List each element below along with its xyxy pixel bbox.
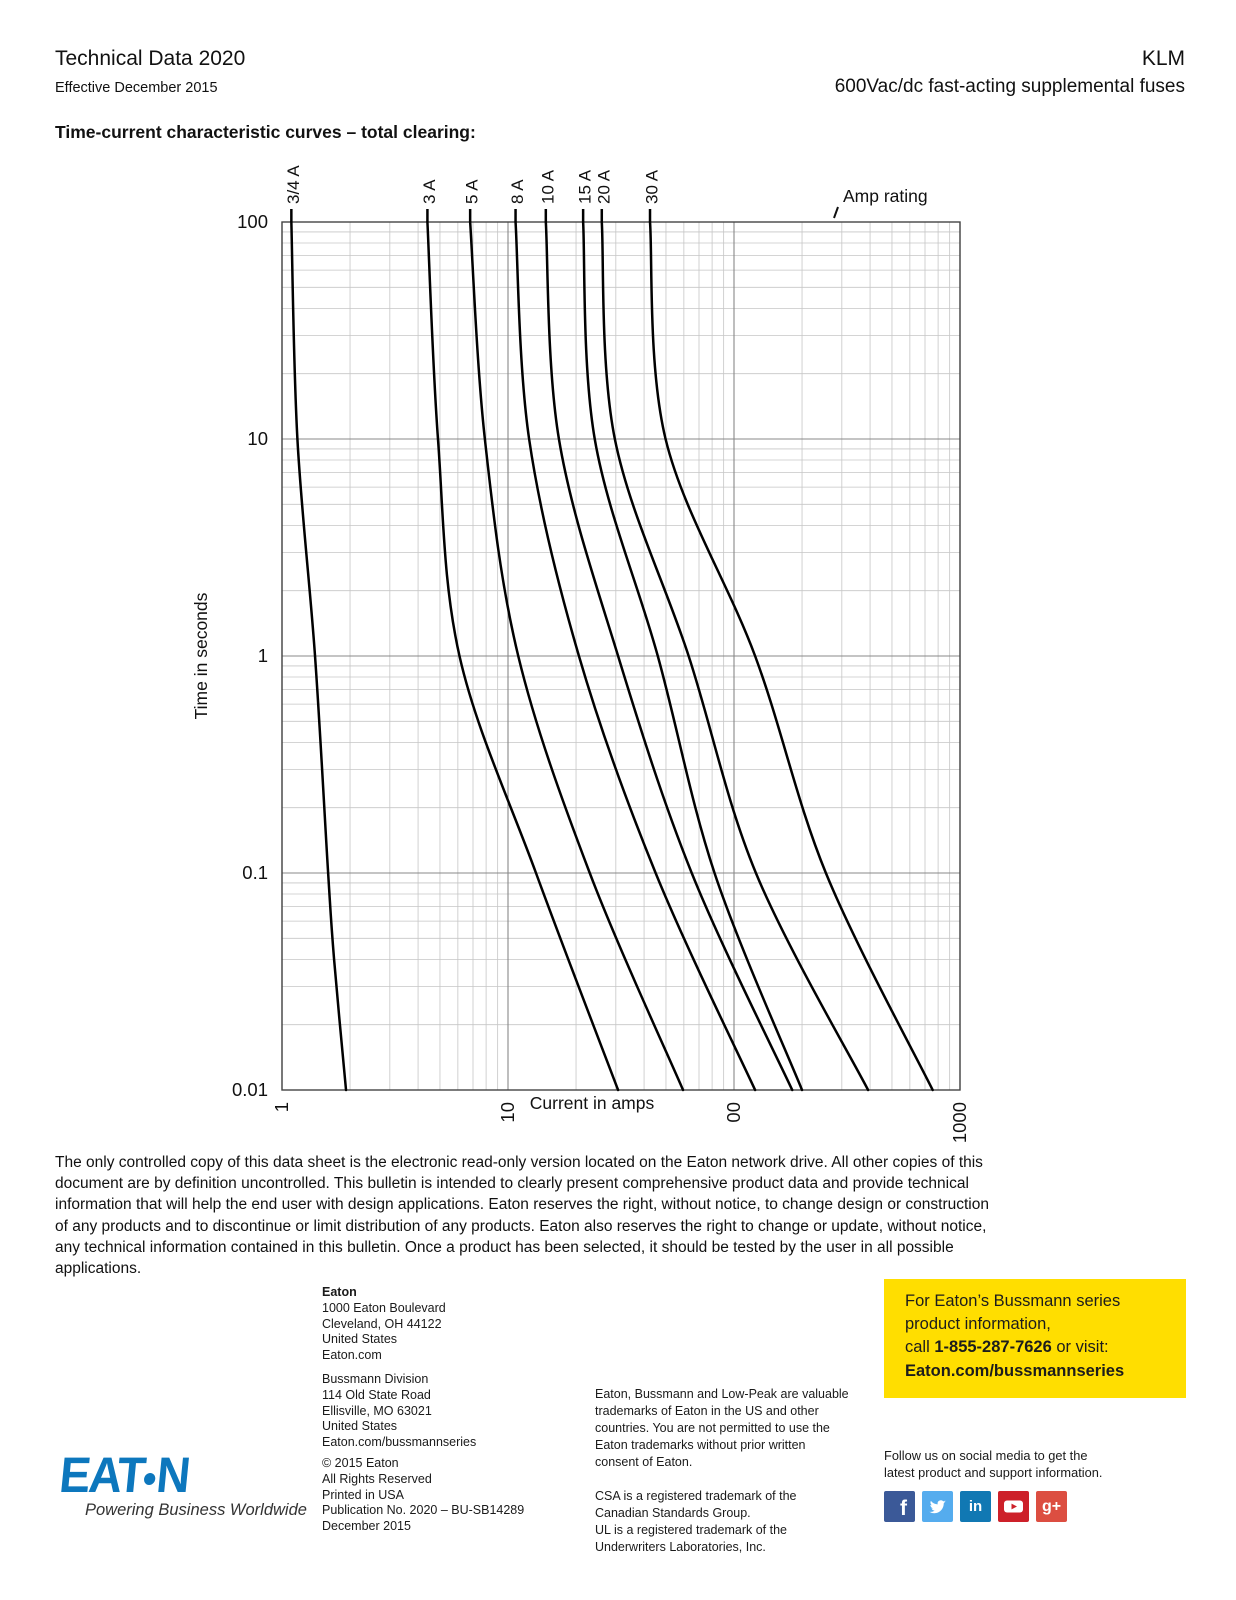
curve-label: 5 A xyxy=(463,179,482,204)
document-title: Technical Data 2020 xyxy=(55,47,246,70)
x-tick-label: 10 xyxy=(497,1102,518,1123)
youtube-icon xyxy=(998,1491,1029,1522)
promo-call-text: call xyxy=(905,1338,935,1357)
x-tick-label: 1000 xyxy=(949,1102,970,1143)
eaton-tagline: Powering Business Worldwide xyxy=(85,1501,307,1519)
copyright-block: © 2015 Eaton All Rights Reserved Printed… xyxy=(322,1456,524,1535)
company-url: Eaton.com xyxy=(322,1348,382,1363)
address-line: 114 Old State Road xyxy=(322,1387,431,1402)
youtube-play-icon xyxy=(1004,1500,1023,1513)
social-caption: Follow us on social media to get the lat… xyxy=(884,1448,1102,1481)
curve-label: 15 A xyxy=(576,169,595,204)
header-left: Technical Data 2020 Effective December 2… xyxy=(55,47,245,96)
address-line: Ellisville, MO 63021 xyxy=(322,1403,432,1418)
disclaimer-line: applications. xyxy=(55,1260,142,1278)
division-name: Bussmann Division xyxy=(322,1372,429,1386)
social-caption-line: latest product and support information. xyxy=(884,1464,1103,1480)
effective-date: Effective December 2015 xyxy=(55,80,218,96)
social-caption-line: Follow us on social media to get the xyxy=(884,1448,1088,1463)
curve-3-A xyxy=(426,220,620,1092)
x-tick-label: 00 xyxy=(723,1102,744,1123)
chart-grid xyxy=(281,221,961,1091)
google-plus-icon: g+ xyxy=(1036,1491,1067,1522)
copyright-line: Printed in USA xyxy=(322,1487,404,1502)
copyright-line: December 2015 xyxy=(322,1519,411,1534)
trademark-note: Eaton, Bussmann and Low-Peak are valuabl… xyxy=(595,1387,849,1469)
address-line: United States xyxy=(322,1419,398,1434)
eaton-letters: N xyxy=(154,1447,192,1503)
google-plus-glyph: g+ xyxy=(1041,1497,1062,1515)
eaton-logo-dot xyxy=(143,1473,157,1485)
curve-8-A xyxy=(514,220,757,1092)
promo-line3: call 1-855-287-7626 or visit: xyxy=(905,1336,1186,1359)
linkedin-glyph: in xyxy=(968,1498,983,1515)
y-axis-title: Time in seconds xyxy=(191,592,211,719)
promo-line2: product information, xyxy=(905,1315,1051,1334)
address-line: United States xyxy=(322,1332,398,1347)
curve-5-A xyxy=(468,220,685,1092)
trademark-notes: Eaton, Bussmann and Low-Peak are valuabl… xyxy=(595,1386,849,1556)
division-url: Eaton.com/bussmannseries xyxy=(322,1435,477,1450)
bussmann-promo-box: For Eaton’s Bussmann series product info… xyxy=(884,1279,1186,1398)
product-code: KLM xyxy=(1141,47,1185,70)
disclaimer-line: any technical information contained in t… xyxy=(55,1238,954,1256)
x-tick-label: 1 xyxy=(271,1102,292,1112)
curve-label: 30 A xyxy=(643,169,662,204)
bussmann-address-block: Bussmann Division 114 Old State Road Ell… xyxy=(322,1372,476,1451)
address-line: 1000 Eaton Boulevard xyxy=(322,1300,446,1315)
disclaimer-line: of any products and to discontinue or li… xyxy=(55,1217,987,1235)
x-axis-title: Current in amps xyxy=(530,1093,655,1113)
curve-label: 3/4 A xyxy=(284,165,303,204)
publication-number: Publication No. 2020 – BU-SB14289 xyxy=(322,1503,525,1518)
curve-label: 20 A xyxy=(594,169,613,204)
copyright-line: © 2015 Eaton xyxy=(322,1456,399,1470)
company-name: Eaton xyxy=(322,1285,357,1299)
eaton-letters: EAT xyxy=(57,1447,147,1503)
address-line: Cleveland, OH 44122 xyxy=(322,1316,442,1331)
section-title: Time-current characteristic curves – tot… xyxy=(55,122,476,142)
twitter-bird-icon xyxy=(929,1500,946,1514)
csa-note: CSA is a registered trademark of the Can… xyxy=(595,1489,797,1520)
disclaimer-line: document are by definition uncontrolled.… xyxy=(55,1175,969,1193)
curve-label: 10 A xyxy=(538,169,557,204)
disclaimer-paragraph: The only controlled copy of this data sh… xyxy=(55,1152,1200,1279)
y-tick-label: 0.01 xyxy=(232,1079,268,1100)
curve-30-A xyxy=(648,220,934,1092)
curve-15-A xyxy=(581,220,804,1092)
plot-frame xyxy=(281,221,961,1091)
linkedin-icon: in xyxy=(960,1491,991,1522)
curve-3/4-A xyxy=(290,220,348,1092)
y-tick-label: 100 xyxy=(237,211,268,232)
facebook-icon: f xyxy=(884,1491,915,1522)
eaton-wordmark: EAT N xyxy=(57,1446,191,1504)
curve-20-A xyxy=(600,220,870,1092)
copyright-line: All Rights Reserved xyxy=(322,1471,432,1486)
product-subtitle: 600Vac/dc fast-acting supplemental fuses xyxy=(834,76,1185,97)
y-tick-label: 0.1 xyxy=(242,862,268,883)
curve-label: 8 A xyxy=(508,179,527,204)
facebook-glyph: f xyxy=(900,1496,907,1520)
twitter-icon xyxy=(922,1491,953,1522)
chart-curves xyxy=(290,209,934,1092)
curve-10-A xyxy=(544,220,794,1092)
eaton-address-block: Eaton 1000 Eaton Boulevard Cleveland, OH… xyxy=(322,1285,446,1364)
promo-link: Eaton.com/bussmannseries xyxy=(905,1361,1125,1380)
amp-rating-tick xyxy=(833,206,839,219)
social-icons-row: f in g+ xyxy=(884,1491,1067,1522)
disclaimer-line: information that will help the end user … xyxy=(55,1196,989,1214)
y-tick-label: 1 xyxy=(258,645,268,666)
disclaimer-line: The only controlled copy of this data sh… xyxy=(55,1154,983,1171)
eaton-logo: EAT N xyxy=(57,1446,195,1504)
header-right: KLM 600Vac/dc fast-acting supplemental f… xyxy=(835,47,1185,98)
amp-rating-annotation: Amp rating xyxy=(843,186,928,206)
promo-phone-number: 1-855-287-7626 xyxy=(934,1338,1052,1357)
promo-line1: For Eaton’s Bussmann series xyxy=(905,1292,1121,1310)
ul-note: UL is a registered trademark of the Unde… xyxy=(595,1523,787,1554)
promo-visit-text: or visit: xyxy=(1051,1338,1109,1357)
curve-label: 3 A xyxy=(420,179,439,204)
y-tick-label: 10 xyxy=(247,428,268,449)
